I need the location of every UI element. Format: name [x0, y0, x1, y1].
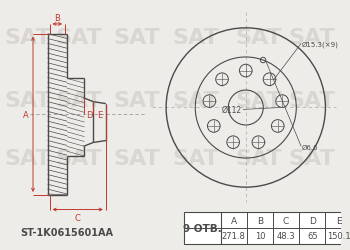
Text: C: C: [283, 216, 289, 225]
Text: 65: 65: [307, 231, 318, 240]
Text: SAT: SAT: [288, 148, 335, 168]
Text: A: A: [231, 216, 237, 225]
Text: C: C: [75, 213, 80, 222]
Text: 10: 10: [254, 231, 265, 240]
Text: 150.1: 150.1: [327, 231, 350, 240]
Text: SAT: SAT: [235, 28, 282, 48]
Text: SAT: SAT: [5, 28, 51, 48]
Text: SAT: SAT: [55, 90, 102, 110]
Text: SAT: SAT: [172, 148, 219, 168]
Text: SAT: SAT: [55, 28, 102, 48]
Text: SAT: SAT: [114, 148, 160, 168]
Text: SAT: SAT: [5, 148, 51, 168]
Text: ST-1K0615601AA: ST-1K0615601AA: [21, 227, 113, 237]
Text: Ø112: Ø112: [222, 106, 242, 114]
Text: 271.8: 271.8: [222, 231, 246, 240]
Text: E: E: [336, 216, 341, 225]
Text: SAT: SAT: [172, 90, 219, 110]
Text: SAT: SAT: [114, 90, 160, 110]
Text: D: D: [309, 216, 316, 225]
Text: SAT: SAT: [55, 148, 102, 168]
Text: B: B: [257, 216, 263, 225]
Text: SAT: SAT: [235, 148, 282, 168]
Text: 48.3: 48.3: [277, 231, 295, 240]
Text: A: A: [23, 110, 29, 119]
Text: D: D: [86, 110, 93, 119]
Text: 9 ОТВ.: 9 ОТВ.: [183, 223, 222, 233]
Text: SAT: SAT: [114, 28, 160, 48]
Text: Ø15.3(×9): Ø15.3(×9): [302, 41, 339, 48]
Text: B: B: [54, 14, 60, 22]
Text: E: E: [97, 110, 102, 119]
Text: SAT: SAT: [288, 90, 335, 110]
Text: SAT: SAT: [235, 90, 282, 110]
Text: SAT: SAT: [172, 28, 219, 48]
Text: SAT: SAT: [288, 28, 335, 48]
Bar: [184, 212, 350, 244]
Text: Ø6.6: Ø6.6: [302, 144, 319, 150]
Text: SAT: SAT: [5, 90, 51, 110]
